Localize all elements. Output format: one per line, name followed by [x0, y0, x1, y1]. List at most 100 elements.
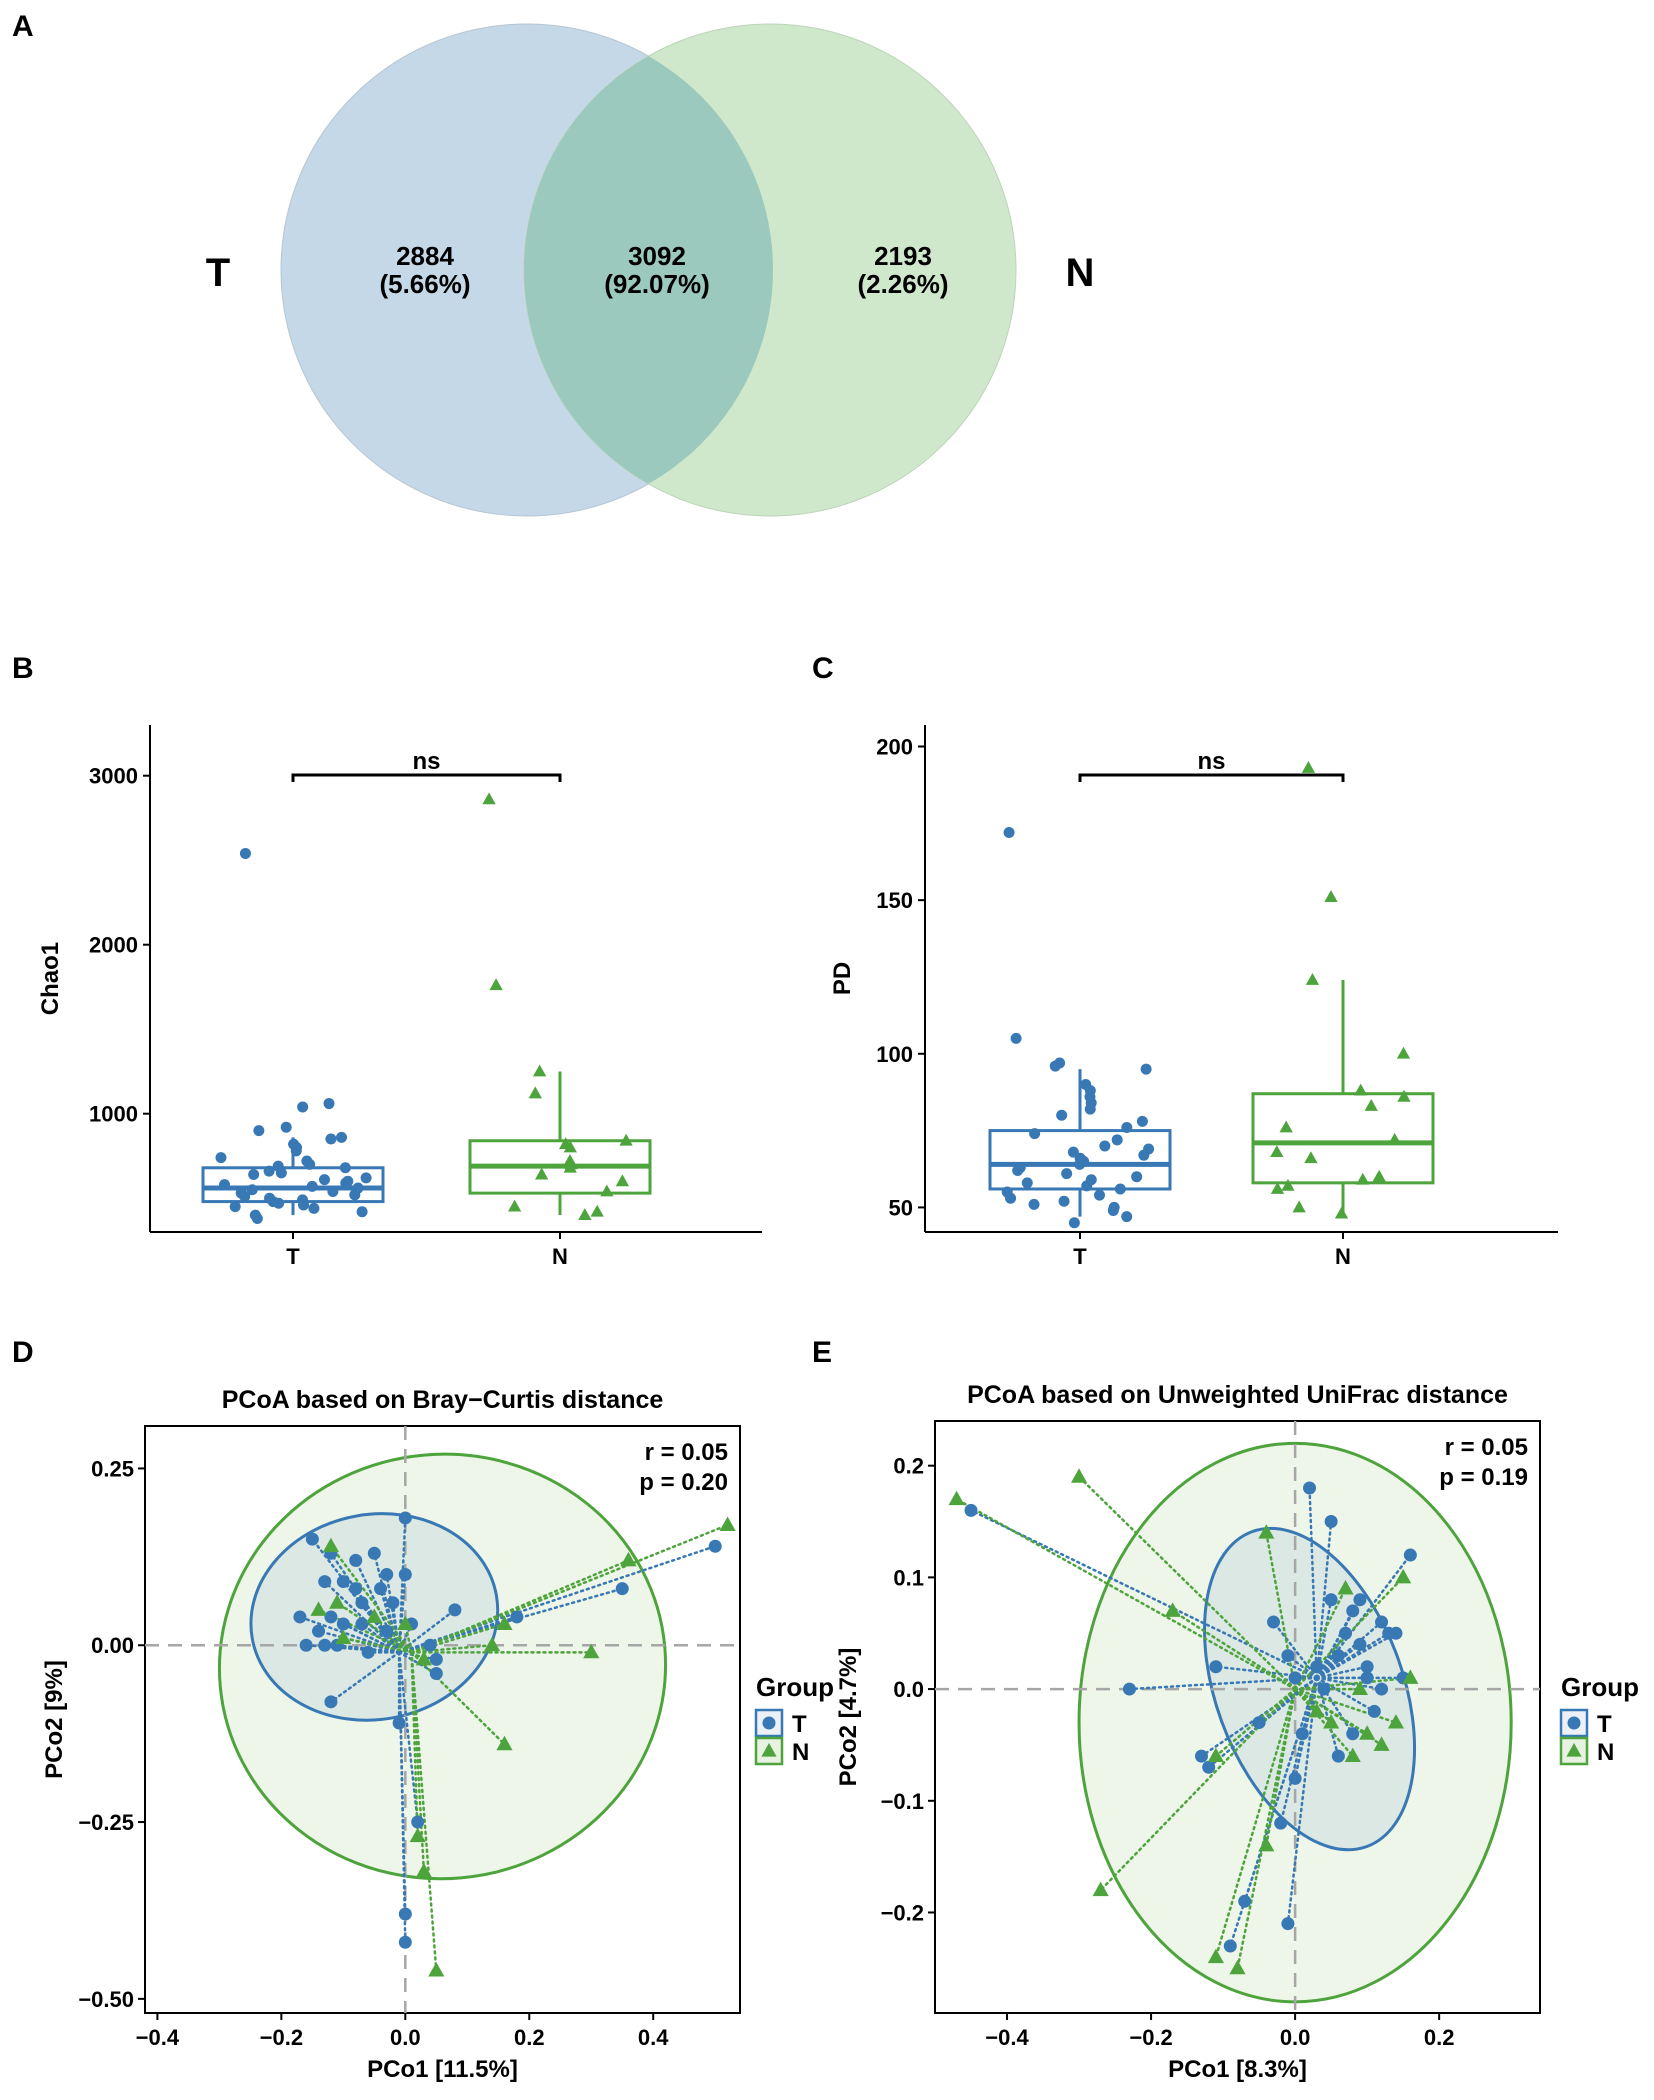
y-tick-label: −0.1: [881, 1789, 924, 1814]
data-point-t: [308, 1202, 320, 1214]
y-tick-label: 0.0: [893, 1677, 924, 1702]
y-tick-label: −0.25: [78, 1810, 134, 1835]
data-point-t: [340, 1177, 352, 1189]
data-point-t: [306, 1180, 318, 1192]
venn-overlap: [524, 24, 773, 516]
data-point-t: [1252, 1716, 1266, 1730]
spider-line-n: [410, 1523, 729, 1654]
spider-line-t: [329, 1651, 401, 1704]
data-point-t: [1317, 1682, 1331, 1696]
data-point-t: [708, 1539, 722, 1553]
data-point-t: [239, 1191, 251, 1203]
data-point-t: [1360, 1671, 1374, 1685]
data-point-n: [1270, 1181, 1285, 1194]
data-point-t: [429, 1652, 443, 1666]
data-point-t: [1140, 1063, 1152, 1075]
x-tick-label: 0.2: [1424, 2025, 1455, 2050]
spider-line-t: [1243, 1676, 1318, 1903]
data-point-t: [1238, 1894, 1252, 1908]
y-tick-label: 0.25: [91, 1456, 134, 1481]
data-point-t: [1223, 1939, 1237, 1953]
data-point-t: [248, 1169, 260, 1181]
data-point-t: [398, 1907, 412, 1921]
data-point-n: [310, 1601, 327, 1616]
significance-bracket: [291, 773, 562, 782]
spider-line-t: [360, 1601, 401, 1654]
data-point-t: [1331, 1749, 1345, 1763]
venn-set-label-t: T: [206, 251, 230, 295]
boxplot-pd: 50 100 150 200 T N PD ns: [829, 725, 1558, 1269]
data-point-t: [1122, 1682, 1136, 1696]
data-point-t: [219, 1179, 231, 1191]
data-point-n: [1207, 1948, 1224, 1964]
data-point-t: [1121, 1211, 1133, 1223]
data-point-t: [1121, 1122, 1133, 1134]
data-point-t: [1295, 1727, 1309, 1741]
pcoa-bray-curtis: PCoA based on Bray−Curtis distance r = 0.…: [41, 1386, 834, 2083]
legend-marker-t: [1567, 1716, 1581, 1730]
spider-line-n: [335, 1601, 413, 1654]
x-tick-label: 0.2: [514, 2025, 545, 2050]
data-point-n: [1229, 1959, 1246, 1975]
data-point-n: [482, 792, 496, 805]
spider-line-n: [1293, 1587, 1347, 1691]
data-point-t: [336, 1131, 348, 1143]
data-point-t: [510, 1610, 524, 1624]
data-point-t: [304, 1158, 316, 1170]
data-point-t: [349, 1189, 361, 1201]
data-point-n: [583, 1643, 600, 1659]
data-point-t: [1324, 1593, 1338, 1607]
data-point-t: [398, 1568, 412, 1582]
data-point-t: [312, 1624, 326, 1638]
stat-p: p = 0.19: [1439, 1464, 1528, 1491]
spider-line-t: [1286, 1676, 1318, 1925]
data-point-n: [590, 1204, 604, 1217]
data-point-n: [528, 1086, 542, 1099]
data-point-t: [1081, 1180, 1093, 1192]
data-point-t: [1375, 1615, 1389, 1629]
data-point-t: [339, 1162, 351, 1174]
data-point-t: [1005, 1192, 1017, 1204]
boxplot-chao1: 1000 2000 3000 T N Chao1 ns: [37, 725, 762, 1269]
data-point-n: [1070, 1468, 1088, 1483]
panel-letter-c: C: [812, 652, 834, 685]
data-point-t: [1375, 1682, 1389, 1696]
venn-overlap-count: 3092: [628, 241, 686, 271]
data-point-n: [1292, 1200, 1306, 1213]
data-point-t: [273, 1197, 285, 1209]
data-point-t: [336, 1575, 350, 1589]
spider-line-n: [1293, 1687, 1398, 1724]
legend-marker-t: [762, 1716, 776, 1730]
y-tick-label: 200: [876, 735, 913, 760]
data-point-t: [253, 1125, 265, 1137]
data-point-t: [380, 1624, 394, 1638]
x-tick-label: N: [1335, 1244, 1351, 1269]
y-tick-label: 0.00: [91, 1633, 134, 1658]
panel-letter-a: A: [12, 10, 34, 43]
data-point-t: [398, 1511, 412, 1525]
legend-title: Group: [756, 1672, 834, 1702]
data-point-t: [360, 1172, 372, 1184]
legend-marker-n: [761, 1743, 777, 1757]
data-point-n: [1364, 1099, 1378, 1111]
spider-line-t: [342, 1622, 401, 1654]
box-iqr: [201, 1166, 385, 1204]
data-point-n: [1301, 761, 1316, 773]
data-point-n: [1356, 1172, 1370, 1185]
data-point-t: [429, 1667, 443, 1681]
data-point-n: [1344, 1747, 1361, 1763]
data-point-n: [1092, 1881, 1109, 1897]
data-point-t: [246, 1184, 258, 1196]
spider-line-t: [1315, 1520, 1333, 1680]
data-point-t: [299, 1638, 313, 1652]
data-point-n: [615, 1174, 630, 1187]
x-tick-label: −0.2: [260, 2025, 303, 2050]
spider-line-n: [342, 1636, 413, 1654]
data-point-t: [1010, 1032, 1022, 1044]
data-point-n: [1402, 1669, 1419, 1684]
box-iqr: [1251, 1092, 1435, 1185]
data-point-n: [1207, 1747, 1224, 1763]
legend-label-n: N: [1597, 1739, 1614, 1766]
spider-line-t: [354, 1559, 401, 1654]
